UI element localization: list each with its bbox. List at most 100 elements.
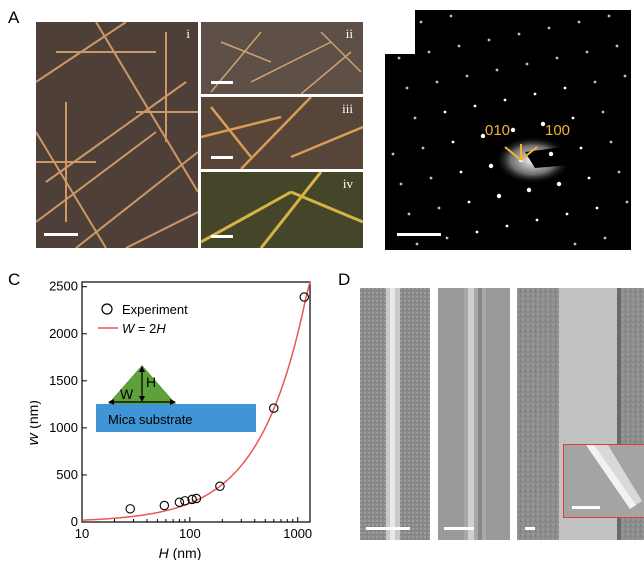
diffraction-spot bbox=[467, 200, 471, 204]
sem-image-2 bbox=[438, 288, 510, 540]
sem-image-1 bbox=[360, 288, 430, 540]
y-tick-label: 1500 bbox=[49, 373, 78, 388]
diffraction-spot bbox=[607, 14, 611, 18]
diffraction-spot bbox=[573, 242, 577, 246]
sem-inset bbox=[563, 444, 644, 518]
diffraction-spot bbox=[547, 26, 551, 30]
inset-label-w: W bbox=[120, 386, 134, 402]
diffraction-spot bbox=[435, 80, 439, 84]
scale-bar bbox=[572, 506, 600, 509]
data-point bbox=[180, 496, 190, 506]
scaling-chart: 0 500 1000 1500 2000 2500 10 100 1000 Experiment… bbox=[30, 279, 312, 560]
diffraction-spot bbox=[548, 151, 554, 157]
subpanel-numeral-iv: iv bbox=[342, 176, 353, 191]
diffraction-spot bbox=[623, 74, 627, 78]
mica-substrate-block bbox=[96, 404, 256, 432]
y-axis-title: W (nm) bbox=[30, 400, 41, 446]
diffraction-spot bbox=[593, 80, 597, 84]
x-tick-label: 10 bbox=[75, 526, 89, 541]
diffraction-spot bbox=[617, 170, 621, 174]
subpanel-numeral-ii: ii bbox=[345, 26, 353, 41]
y-tick-label: 0 bbox=[71, 514, 78, 529]
diffraction-spot bbox=[505, 224, 509, 228]
diffraction-spot bbox=[503, 98, 507, 102]
y-tick-label: 2500 bbox=[49, 279, 78, 294]
diffraction-spot bbox=[496, 193, 502, 199]
scale-bar bbox=[525, 527, 535, 530]
diffraction-spot bbox=[421, 146, 425, 150]
diffraction-spot bbox=[459, 170, 463, 174]
diffraction-pattern: 010 100 bbox=[385, 10, 631, 250]
diffraction-spot bbox=[405, 86, 409, 90]
diffraction-spot bbox=[457, 44, 461, 48]
index-100: 100 bbox=[545, 122, 570, 139]
x-tick-label: 100 bbox=[179, 526, 201, 541]
diffraction-spot bbox=[579, 146, 583, 150]
scale-bar bbox=[44, 233, 78, 236]
x-tick-label: 1000 bbox=[283, 526, 312, 541]
diffraction-spot bbox=[603, 236, 607, 240]
diffraction-spot bbox=[443, 110, 447, 114]
scale-bar bbox=[444, 527, 474, 530]
subpanel-numeral-iii: iii bbox=[342, 101, 353, 116]
diffraction-spot bbox=[397, 56, 401, 60]
diffraction-spot bbox=[437, 206, 441, 210]
substrate-schematic: W H Mica substrate bbox=[96, 365, 256, 432]
diffraction-spot bbox=[571, 116, 575, 120]
scale-bar bbox=[397, 233, 441, 236]
diffraction-spot bbox=[407, 212, 411, 216]
legend-fit: W = 2H bbox=[122, 321, 166, 336]
diffraction-spots: 010 100 bbox=[385, 10, 631, 246]
y-tick-label: 500 bbox=[56, 467, 78, 482]
plot-frame bbox=[81, 281, 311, 523]
data-point bbox=[191, 493, 202, 504]
diffraction-spot bbox=[487, 38, 491, 42]
diffraction-spot bbox=[449, 14, 453, 18]
scale-bar bbox=[211, 235, 233, 238]
data-point bbox=[269, 403, 279, 413]
subpanel-numeral-i: i bbox=[186, 26, 190, 41]
diffraction-spot bbox=[525, 62, 529, 66]
diffraction-spot bbox=[480, 133, 486, 139]
data-point bbox=[125, 504, 135, 514]
diffraction-spot bbox=[413, 116, 417, 120]
data-point bbox=[215, 481, 225, 491]
diffraction-spot bbox=[465, 74, 469, 78]
scale-bar bbox=[211, 156, 233, 159]
scale-bar bbox=[211, 81, 233, 84]
diffraction-spot bbox=[517, 32, 521, 36]
y-tick-label: 2000 bbox=[49, 326, 78, 341]
panel-label-d: D bbox=[338, 270, 351, 289]
data-point bbox=[174, 497, 185, 507]
y-tick-label: 1000 bbox=[49, 420, 78, 435]
nanowire-network-i bbox=[36, 22, 198, 248]
diffraction-spot bbox=[488, 163, 494, 169]
index-010: 010 bbox=[485, 122, 510, 139]
diffraction-spot bbox=[415, 242, 419, 246]
diffraction-spot bbox=[526, 187, 532, 193]
panel-label-a: A bbox=[8, 8, 20, 27]
data-point bbox=[159, 500, 170, 511]
diffraction-spot bbox=[445, 236, 449, 240]
diffraction-spot bbox=[533, 92, 537, 96]
diffraction-spot bbox=[495, 68, 499, 72]
micrograph-iii: iii bbox=[201, 97, 363, 169]
diffraction-spot bbox=[601, 110, 605, 114]
panel-label-c: C bbox=[8, 270, 21, 289]
diffraction-spot bbox=[587, 176, 591, 180]
diffraction-spot bbox=[429, 176, 433, 180]
micrograph-i: i bbox=[36, 22, 198, 248]
inset-label-h: H bbox=[146, 374, 156, 390]
diffraction-spot bbox=[391, 152, 395, 156]
diffraction-spot bbox=[595, 206, 599, 210]
diffraction-spot bbox=[585, 50, 589, 54]
micrograph-ii: ii bbox=[201, 22, 363, 94]
inset-substrate-label: Mica substrate bbox=[108, 412, 193, 427]
diffraction-spot bbox=[473, 104, 477, 108]
diffraction-spot bbox=[577, 20, 581, 24]
data-point bbox=[187, 494, 197, 505]
diffraction-spot bbox=[475, 230, 479, 234]
diffraction-spot bbox=[563, 86, 567, 90]
sem-image-3 bbox=[517, 288, 644, 540]
legend-marker-experiment bbox=[101, 303, 113, 315]
